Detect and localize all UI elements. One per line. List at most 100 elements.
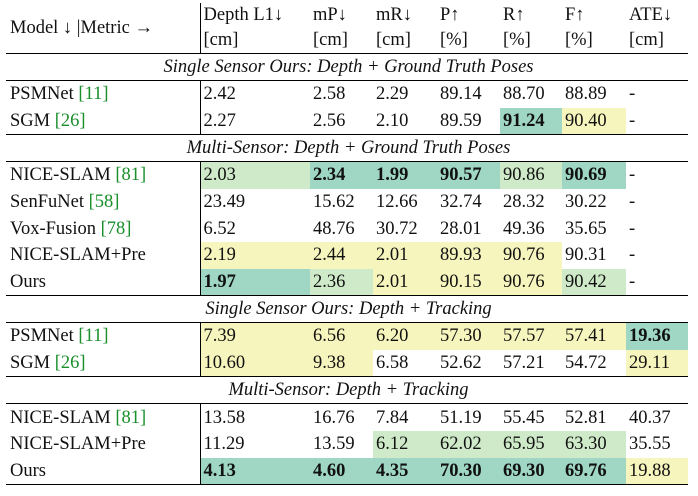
col-header-r: R↑ bbox=[503, 5, 525, 25]
citation-link[interactable]: [26] bbox=[54, 353, 86, 374]
model-name-cell: Vox-Fusion [78] bbox=[6, 215, 201, 242]
value-cell-p: 70.30 bbox=[437, 457, 500, 486]
value-cell-mr: 4.35 bbox=[373, 457, 437, 486]
citation-link[interactable]: [11] bbox=[78, 84, 109, 105]
value-cell-f: 90.31 bbox=[565, 245, 607, 266]
value-cell-p: 89.93 bbox=[437, 241, 500, 269]
model-name: PSMNet bbox=[10, 84, 74, 105]
table-row: Vox-Fusion [78] 6.52 48.76 30.72 28.01 49.36 3… bbox=[6, 215, 688, 242]
value-cell-ate: - bbox=[629, 110, 636, 131]
col-unit-ate: [cm] bbox=[629, 30, 664, 50]
value-cell-p: 32.74 bbox=[440, 192, 482, 213]
header-row: Model ↓ |Metric → Depth L1↓ mP↓ mR↓ P↑ R… bbox=[6, 3, 688, 54]
value-cell-r: 69.30 bbox=[500, 457, 562, 486]
value-cell-f: 57.41 bbox=[562, 322, 626, 350]
value-cell-f: 35.65 bbox=[565, 218, 607, 239]
value-cell-ate: - bbox=[629, 84, 636, 105]
value-cell-mr: 2.10 bbox=[376, 110, 409, 131]
header-units-row: [cm] [cm] [cm] [%] [%] [%] [cm] bbox=[6, 28, 688, 54]
model-name-cell: NICE-SLAM [81] bbox=[6, 161, 201, 189]
section-header-row: Multi-Sensor: Depth + Ground Truth Poses bbox=[6, 134, 688, 163]
value-cell-f: 52.81 bbox=[565, 407, 607, 428]
value-cell-mp: 48.76 bbox=[313, 218, 355, 239]
value-cell-ate: - bbox=[629, 165, 636, 186]
value-cell-depth-l1: 7.39 bbox=[200, 322, 310, 350]
model-name: SGM bbox=[10, 110, 51, 131]
col-header-f: F↑ bbox=[565, 5, 585, 25]
model-name: SGM bbox=[10, 353, 51, 374]
table-row: SGM [26] 2.27 2.56 2.10 89.59 91.24 90.40- bbox=[6, 107, 688, 135]
value-cell-mp: 15.62 bbox=[313, 192, 355, 213]
model-name: Ours bbox=[10, 271, 46, 292]
value-cell-mr: 2.01 bbox=[373, 268, 437, 296]
value-cell-r: 91.24 bbox=[500, 107, 562, 135]
model-name: Ours bbox=[10, 460, 46, 481]
citation-link[interactable]: [58] bbox=[88, 192, 120, 213]
table-row: NICE-SLAM [81] 2.03 2.34 1.99 90.57 90.86 90.6… bbox=[6, 161, 688, 189]
table-row: Ours 1.97 2.36 2.01 90.15 90.76 90.42- bbox=[6, 268, 688, 296]
value-cell-p: 57.30 bbox=[437, 322, 500, 350]
value-cell-f: 30.22 bbox=[565, 192, 607, 213]
value-cell-mp: 4.60 bbox=[310, 457, 373, 486]
value-cell-ate: 19.36 bbox=[626, 322, 688, 350]
value-cell-f: 69.76 bbox=[562, 457, 626, 486]
results-table: Model ↓ |Metric → Depth L1↓ mP↓ mR↓ P↑ R… bbox=[6, 3, 688, 486]
citation-link[interactable]: [81] bbox=[115, 165, 147, 186]
col-unit-depth-l1: [cm] bbox=[203, 30, 239, 50]
value-cell-r: 65.95 bbox=[500, 430, 562, 458]
model-name-cell: SGM [26] bbox=[6, 107, 201, 135]
value-cell-r: 49.36 bbox=[503, 218, 545, 239]
model-name: PSMNet bbox=[10, 326, 74, 347]
table-row: NICE-SLAM+Pre 11.29 13.59 6.12 62.02 65.95 63.… bbox=[6, 430, 688, 458]
section-title: Multi-Sensor: Depth + Ground Truth Poses bbox=[6, 134, 688, 163]
model-name-cell: NICE-SLAM+Pre bbox=[6, 241, 201, 269]
table-row: NICE-SLAM [81] 13.58 16.76 7.84 51.19 55.45 52… bbox=[6, 403, 688, 431]
value-cell-f: 90.40 bbox=[562, 107, 626, 135]
value-cell-ate: - bbox=[629, 192, 636, 213]
table-row: SGM [26] 10.60 9.38 6.58 52.62 57.21 54.72 29.1… bbox=[6, 349, 688, 377]
citation-link[interactable]: [78] bbox=[100, 218, 132, 239]
model-metric-header: Model ↓ |Metric → bbox=[6, 3, 201, 54]
col-unit-p: [%] bbox=[440, 30, 468, 50]
value-cell-f: 63.30 bbox=[562, 430, 626, 458]
value-cell-mr: 6.20 bbox=[373, 322, 437, 350]
col-unit-f: [%] bbox=[565, 30, 593, 50]
col-unit-mp: [cm] bbox=[313, 30, 348, 50]
model-name: NICE-SLAM bbox=[10, 165, 111, 186]
value-cell-depth-l1: 2.19 bbox=[200, 241, 310, 269]
model-name-cell: SenFuNet [58] bbox=[6, 188, 201, 216]
value-cell-depth-l1: 1.97 bbox=[200, 268, 310, 296]
col-header-depth-l1: Depth L1↓ bbox=[203, 5, 284, 25]
value-cell-ate: - bbox=[629, 218, 636, 239]
citation-link[interactable]: [26] bbox=[54, 110, 86, 131]
value-cell-depth-l1: 2.42 bbox=[203, 84, 236, 105]
value-cell-r: 55.45 bbox=[503, 407, 545, 428]
value-cell-mp: 2.36 bbox=[310, 268, 373, 296]
value-cell-p: 51.19 bbox=[440, 407, 482, 428]
table-row: PSMNet [11] 2.42 2.58 2.29 89.14 88.70 88.89- bbox=[6, 80, 688, 108]
section-title: Single Sensor Ours: Depth + Tracking bbox=[6, 295, 688, 324]
value-cell-mp: 9.38 bbox=[310, 349, 373, 377]
value-cell-f: 54.72 bbox=[565, 353, 607, 374]
value-cell-depth-l1: 6.52 bbox=[203, 218, 236, 239]
col-unit-mr: [cm] bbox=[376, 30, 411, 50]
value-cell-depth-l1: 10.60 bbox=[200, 349, 310, 377]
value-cell-r: 57.21 bbox=[503, 353, 545, 374]
section-title: Multi-Sensor: Depth + Tracking bbox=[6, 376, 688, 405]
table-row: NICE-SLAM+Pre 2.19 2.44 2.01 89.93 90.76 90.31… bbox=[6, 241, 688, 269]
table-row: PSMNet [11] 7.39 6.56 6.20 57.30 57.57 57.41 19… bbox=[6, 322, 688, 350]
citation-link[interactable]: [11] bbox=[78, 326, 109, 347]
value-cell-p: 89.14 bbox=[440, 84, 482, 105]
value-cell-f: 88.89 bbox=[565, 84, 607, 105]
value-cell-ate: 29.11 bbox=[626, 349, 688, 377]
section-title: Single Sensor Ours: Depth + Ground Truth… bbox=[6, 53, 688, 81]
value-cell-p: 28.01 bbox=[440, 218, 482, 239]
value-cell-ate: 35.55 bbox=[629, 434, 671, 455]
col-header-mp: mP↓ bbox=[313, 5, 347, 25]
model-name: NICE-SLAM+Pre bbox=[10, 434, 146, 455]
value-cell-ate: - bbox=[629, 245, 636, 266]
citation-link[interactable]: [81] bbox=[115, 407, 147, 428]
model-name-cell: PSMNet [11] bbox=[6, 80, 201, 108]
value-cell-mp: 6.56 bbox=[310, 322, 373, 350]
